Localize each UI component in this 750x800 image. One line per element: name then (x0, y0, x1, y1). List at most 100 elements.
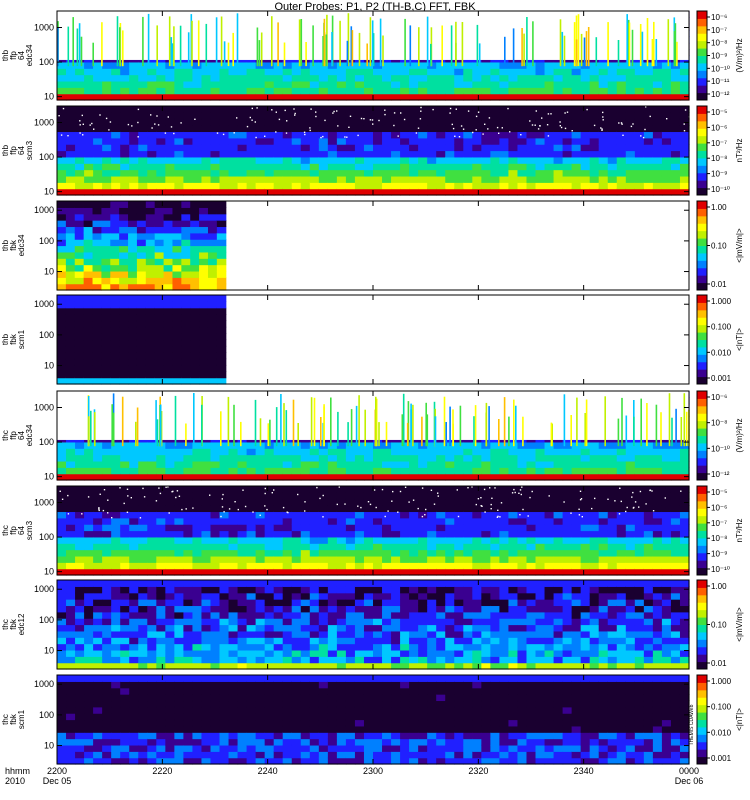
spectrogram-cell (66, 543, 76, 551)
spectrogram-cell (427, 87, 437, 95)
spectrogram-cell (163, 226, 174, 234)
spectrogram-cell (255, 61, 266, 69)
spectrogram-cell (201, 498, 212, 506)
spectrogram-cell (255, 568, 266, 576)
spectrogram-cell (156, 511, 166, 519)
spectrogram-cell (409, 118, 419, 126)
spectrogram-cell (128, 239, 138, 247)
spectrogram-cell (216, 326, 227, 334)
spectrogram-cell (57, 562, 67, 570)
burst-line (639, 24, 642, 67)
spectrogram-cell (327, 441, 338, 449)
noise-dot (303, 131, 306, 133)
spectrogram-cell (156, 137, 166, 145)
spectrogram-cell (129, 530, 139, 538)
spectrogram-cell (210, 498, 221, 506)
spectrogram-cell (409, 150, 419, 158)
spectrogram-cell (643, 137, 654, 145)
spectrogram-cell (75, 473, 85, 481)
spectrogram-cell (318, 118, 329, 126)
burst-line (174, 395, 177, 447)
spectrogram-cell (192, 448, 203, 456)
spectrogram-cell (589, 460, 600, 468)
colorbar-segment (697, 256, 707, 261)
spectrogram-cell (119, 364, 129, 372)
noise-dot (173, 132, 175, 135)
spectrogram-cell (463, 467, 473, 475)
spectrogram-cell (216, 352, 227, 360)
spectrogram-cell (643, 118, 654, 126)
spectrogram-cell (84, 150, 94, 158)
spectrogram-cell (111, 68, 121, 76)
spectrogram-cell (499, 68, 510, 76)
spectrogram-cell (237, 562, 248, 570)
colorbar-segment (697, 286, 707, 291)
spectrogram-cell (219, 454, 230, 462)
spectrogram-cell (273, 460, 284, 468)
spectrogram-cell (354, 131, 365, 139)
spectrogram-cell (237, 68, 248, 76)
spectrogram-cell (136, 352, 147, 360)
spectrogram-cell (553, 568, 564, 576)
spectrogram-cell (120, 511, 130, 519)
spectrogram-cell (136, 371, 147, 379)
spectrogram-cell (589, 61, 600, 69)
spectrogram-cell (190, 326, 200, 334)
spectrogram-cell (508, 112, 519, 120)
spectrogram-cell (273, 125, 284, 133)
spectrogram-cell (216, 270, 227, 278)
spectrogram-cell (643, 460, 654, 468)
spectrogram-cell (129, 188, 139, 196)
spectrogram-cell (544, 486, 555, 493)
spectrogram-cell (481, 169, 491, 177)
spectrogram-cell (154, 377, 165, 385)
spectrogram-cell (436, 169, 446, 177)
spectrogram-cell (74, 377, 85, 385)
spectrogram-cell (201, 454, 212, 462)
spectrogram-cell (391, 68, 401, 76)
spectrogram-cell (300, 505, 311, 513)
burst-line (322, 36, 324, 67)
spectrogram-cell (652, 137, 663, 145)
spectrogram-cell (616, 511, 627, 519)
spectrogram-cell (210, 530, 221, 538)
spectrogram-cell (445, 150, 455, 158)
spectrogram-cell (400, 80, 410, 88)
spectrogram-cell (111, 555, 121, 563)
spectrogram-cell (336, 68, 347, 76)
spectrogram-cell (391, 492, 401, 500)
spectrogram-cell (363, 61, 374, 69)
spectrogram-cell (508, 568, 519, 576)
spectrogram-cell (165, 68, 175, 76)
spectrogram-cell (652, 188, 663, 196)
spectrogram-cell (517, 517, 528, 525)
spectrogram-cell (436, 562, 446, 570)
spectrogram-cell (165, 511, 175, 519)
spectrogram-cell (508, 492, 519, 500)
spectrogram-cell (192, 87, 203, 95)
spectrogram-cell (463, 448, 473, 456)
spectrogram-cell (354, 182, 365, 190)
spectrogram-cell (382, 74, 392, 82)
spectrogram-cell (327, 562, 338, 570)
spectrogram-cell (363, 549, 374, 557)
spectrogram-cell (237, 543, 248, 551)
burst-line (476, 24, 479, 67)
spectrogram-cell (282, 511, 293, 519)
spectrogram-cell (481, 144, 491, 152)
spectrogram-cell (291, 454, 302, 462)
spectrogram-cell (83, 358, 94, 366)
spectrogram-cell (102, 543, 112, 551)
spectrogram-cell (201, 536, 212, 544)
burst-line (92, 42, 94, 67)
spectrogram-cell (84, 156, 94, 164)
spectrogram-cell (445, 93, 455, 101)
noise-dot (559, 125, 561, 127)
spectrogram-cell (535, 144, 546, 152)
spectrogram-cell (499, 486, 510, 493)
spectrogram-cell (508, 454, 519, 462)
spectrogram-cell (181, 277, 191, 285)
spectrogram-cell (472, 536, 482, 544)
spectrogram-cell (255, 182, 266, 190)
